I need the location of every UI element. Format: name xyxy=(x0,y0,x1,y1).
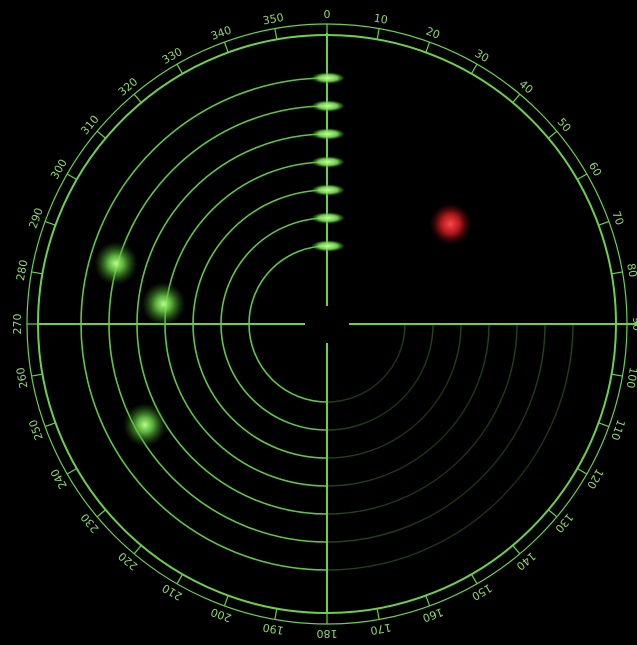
bearing-label-0: 0 xyxy=(324,8,331,21)
bearing-label-270: 270 xyxy=(11,314,24,335)
range-marker xyxy=(312,156,344,168)
bearing-tick xyxy=(598,422,610,428)
bearing-tick xyxy=(576,173,588,181)
bearing-tick xyxy=(274,608,278,620)
range-marker xyxy=(312,100,344,112)
range-ring-fade-arc xyxy=(326,323,434,431)
bearing-label-70: 70 xyxy=(609,209,626,227)
bearing-tick xyxy=(611,373,623,377)
range-ring-fade-arc xyxy=(326,323,406,403)
range-marker xyxy=(312,240,344,252)
bearing-label-30: 30 xyxy=(472,47,491,65)
bearing-tick xyxy=(548,509,558,518)
bearing-label-320: 320 xyxy=(116,75,140,98)
bearing-tick xyxy=(425,41,431,53)
range-ring-fade-arc xyxy=(326,323,490,487)
bearing-label-350: 350 xyxy=(262,11,285,27)
bearing-label-260: 260 xyxy=(14,366,30,389)
range-marker xyxy=(312,72,344,84)
bearing-tick xyxy=(576,467,588,475)
bearing-tick xyxy=(44,220,56,226)
bearing-label-210: 210 xyxy=(160,581,185,603)
bearing-tick xyxy=(376,28,380,40)
range-ring-fade-arc xyxy=(326,323,546,543)
bearing-label-230: 230 xyxy=(78,511,101,535)
range-ring-fade-arc xyxy=(326,323,574,571)
radar-contacts xyxy=(93,202,472,447)
bearing-tick xyxy=(470,63,478,75)
bearing-tick xyxy=(611,271,623,275)
bearing-label-330: 330 xyxy=(160,45,185,67)
bearing-label-140: 140 xyxy=(514,549,538,572)
bearing-tick xyxy=(44,422,56,428)
bearing-tick xyxy=(176,573,184,585)
bearing-tick xyxy=(470,573,478,585)
bearing-tick xyxy=(31,373,43,377)
bearing-label-220: 220 xyxy=(116,549,140,572)
bearing-tick xyxy=(223,595,229,607)
hostile-contact-blip xyxy=(429,202,472,245)
bearing-label-180: 180 xyxy=(317,627,338,640)
bearing-label-190: 190 xyxy=(262,621,285,637)
bearing-tick xyxy=(133,93,142,103)
bearing-label-150: 150 xyxy=(469,581,494,603)
bearing-label-80: 80 xyxy=(624,262,637,278)
bearing-tick xyxy=(96,509,106,518)
bearing-tick xyxy=(133,545,142,555)
bearing-label-100: 100 xyxy=(624,366,637,389)
bearing-label-280: 280 xyxy=(14,259,30,282)
bearing-label-170: 170 xyxy=(369,621,392,637)
range-marker xyxy=(312,212,344,224)
bearing-tick xyxy=(66,467,78,475)
bearing-label-120: 120 xyxy=(584,466,606,491)
bearing-label-20: 20 xyxy=(424,25,442,42)
bearing-tick xyxy=(548,130,558,139)
range-marker xyxy=(312,128,344,140)
bearing-label-130: 130 xyxy=(552,511,575,535)
friendly-contact-blip xyxy=(93,241,138,286)
bearing-tick xyxy=(223,41,229,53)
range-markers xyxy=(312,72,344,252)
bearing-label-240: 240 xyxy=(48,466,70,491)
bearing-tick xyxy=(274,28,278,40)
bearing-tick xyxy=(96,130,106,139)
bearing-label-310: 310 xyxy=(78,113,101,137)
bearing-tick xyxy=(66,173,78,181)
range-ring-fade-arc xyxy=(326,323,518,515)
bearing-tick xyxy=(176,63,184,75)
range-ring-fade-arc xyxy=(326,323,462,459)
bearing-tick xyxy=(512,93,521,103)
bearing-tick xyxy=(31,271,43,275)
bearing-tick xyxy=(425,595,431,607)
bearing-tick xyxy=(376,608,380,620)
bearing-tick xyxy=(512,545,521,555)
bearing-label-10: 10 xyxy=(373,12,389,27)
range-marker xyxy=(312,184,344,196)
bearing-label-300: 300 xyxy=(48,157,70,182)
friendly-contact-blip xyxy=(123,402,168,447)
bearing-tick xyxy=(598,220,610,226)
bearing-label-60: 60 xyxy=(586,160,604,179)
friendly-contact-blip xyxy=(141,281,186,326)
